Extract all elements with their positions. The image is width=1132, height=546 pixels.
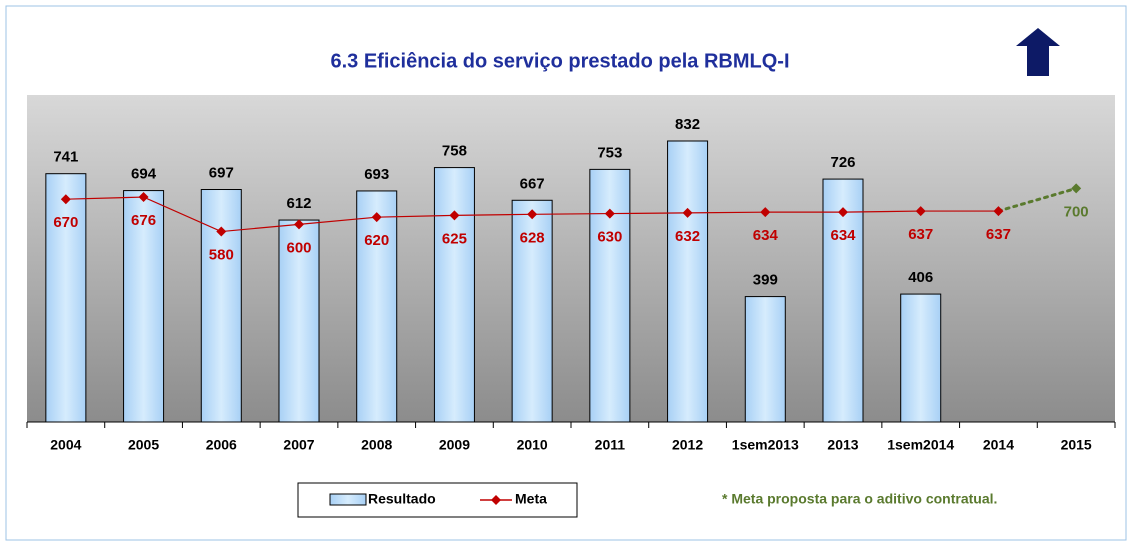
bar-label: 399 (753, 272, 778, 289)
bar (278, 219, 320, 423)
x-tick-label: 2012 (672, 437, 703, 453)
bar-label: 693 (364, 166, 389, 183)
meta-marker (838, 207, 848, 218)
meta-label: 637 (986, 226, 1011, 243)
bar-label: 697 (209, 164, 234, 181)
plot-area (27, 95, 1115, 422)
meta-label: 634 (753, 227, 779, 244)
x-tick-label: 1sem2013 (732, 437, 799, 453)
x-tick-label: 2011 (595, 437, 626, 453)
bar (356, 190, 398, 423)
legend-label: Resultado (368, 491, 436, 507)
chart-title: 6.3 Eficiência do serviço prestado pela … (330, 50, 789, 72)
legend (297, 482, 578, 518)
meta-marker (60, 194, 71, 205)
meta-marker (138, 192, 149, 203)
meta-marker (993, 206, 1004, 217)
meta-label: 600 (286, 239, 311, 256)
x-tick-label: 2005 (128, 437, 159, 453)
meta-label: 632 (675, 228, 700, 245)
bar (511, 199, 553, 423)
meta-label: 630 (597, 229, 622, 246)
bar (45, 173, 87, 423)
bar (433, 167, 475, 423)
bar-label: 741 (53, 149, 78, 166)
meta-label: 637 (908, 226, 933, 243)
bar-label: 753 (597, 144, 622, 161)
meta-marker (527, 209, 538, 220)
meta-marker (760, 207, 771, 218)
note: * Meta proposta para o aditivo contratua… (722, 491, 997, 507)
bar (822, 178, 864, 423)
x-tick-label: 2006 (206, 437, 237, 453)
bar-label: 726 (830, 154, 855, 171)
x-tick-label: 2004 (50, 437, 81, 453)
meta-marker (1071, 183, 1082, 194)
bar (667, 140, 709, 423)
meta-label: 670 (53, 214, 78, 231)
bar (589, 168, 631, 423)
x-tick-label: 2013 (827, 437, 858, 453)
x-tick-label: 2007 (283, 437, 314, 453)
meta-label: 625 (442, 230, 467, 247)
x-tick-label: 2014 (983, 437, 1014, 453)
x-tick-label: 1sem2014 (887, 437, 954, 453)
bar-label: 406 (908, 269, 933, 286)
legend-label: Meta (515, 491, 547, 507)
legend-swatch (329, 493, 367, 506)
meta-marker (216, 226, 227, 237)
x-tick-label: 2010 (517, 437, 548, 453)
bar-label: 694 (131, 166, 157, 183)
x-tick-label: 2009 (439, 437, 470, 453)
projection-line (996, 186, 1078, 213)
meta-marker (915, 206, 926, 217)
meta-marker (294, 219, 304, 230)
x-tick-label: 2015 (1061, 437, 1092, 453)
bar-label: 758 (442, 143, 467, 160)
x-tick-label: 2008 (361, 437, 392, 453)
bar-label: 612 (286, 195, 311, 212)
bar (744, 296, 786, 423)
meta-label: 634 (830, 227, 856, 244)
meta-marker (682, 207, 693, 218)
meta-marker (371, 212, 382, 223)
meta-label: 580 (209, 247, 234, 264)
meta-label: 620 (364, 232, 389, 249)
meta-label: 700 (1064, 203, 1089, 220)
bar (200, 189, 242, 423)
bar (123, 190, 165, 423)
bar (900, 293, 942, 423)
legend-marker (491, 495, 501, 505)
meta-marker (449, 210, 460, 221)
meta-marker (604, 208, 615, 219)
bar-label: 667 (520, 175, 545, 192)
up-arrow-icon (1016, 28, 1060, 76)
bar-label: 832 (675, 116, 700, 133)
meta-label: 676 (131, 212, 156, 229)
meta-label: 628 (520, 229, 545, 246)
